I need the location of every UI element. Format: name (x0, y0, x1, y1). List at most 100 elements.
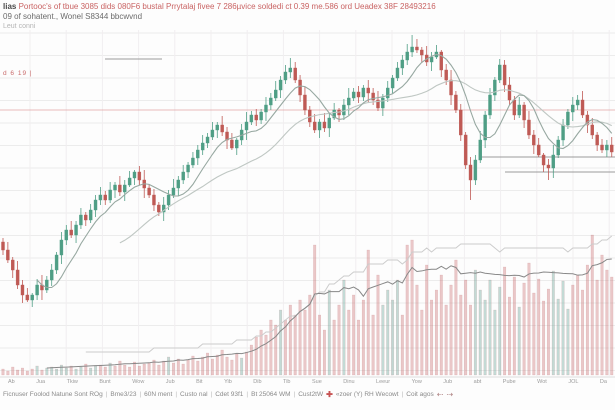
volume-bar (590, 234, 594, 376)
candle-body (459, 109, 463, 136)
footer-separator: | (139, 391, 142, 398)
volume-bar (220, 349, 224, 376)
x-axis-tick-label: Bunt (99, 379, 111, 385)
candle-body (395, 67, 400, 79)
volume-bar (108, 362, 112, 376)
volume-bar (595, 279, 599, 376)
volume-bar (434, 289, 438, 376)
volume-bar (405, 244, 409, 376)
candle-body (166, 194, 171, 206)
candle-body (79, 214, 83, 226)
footer-status-item: Cust2tW (298, 391, 324, 398)
volume-bar (469, 304, 472, 376)
candle-body (54, 254, 59, 271)
volume-bar (585, 264, 589, 376)
volume-bar (566, 308, 570, 376)
candle-body (45, 279, 49, 291)
footer-zoom-label[interactable]: «zoer (Y) RH Wecowt (335, 391, 399, 398)
volume-bar (210, 358, 214, 376)
volume-bar (6, 370, 10, 376)
candle-body (118, 184, 122, 193)
candle-body (74, 224, 78, 236)
x-axis-tick-label: Ab (8, 379, 15, 385)
volume-bar (318, 314, 321, 376)
candle-body (551, 154, 556, 169)
volume-bar (40, 369, 44, 376)
volume-bar (386, 289, 390, 376)
candle-body (488, 94, 492, 116)
volume-bar (459, 294, 463, 376)
volume-bar (400, 314, 404, 376)
footer-status-item: 60N ment (144, 391, 173, 398)
candle-body (269, 97, 273, 106)
zoom-plus-icon[interactable]: ✚ (326, 390, 333, 399)
volume-bar (118, 360, 122, 376)
candle-body (30, 294, 34, 301)
volume-bar (142, 363, 146, 376)
volume-bar (381, 304, 385, 376)
candle-body (59, 239, 64, 256)
volume-bar (449, 284, 453, 376)
footer-separator: | (105, 391, 108, 398)
candle-body (249, 114, 254, 123)
candle-body (147, 187, 151, 196)
volume-bar (303, 309, 307, 376)
chart-subtitle: 09 of sohatent., Wonel S8344 bbcwvnd (3, 12, 143, 21)
volume-bar (25, 370, 29, 376)
volume-bar (391, 299, 395, 376)
volume-bar (512, 276, 516, 376)
volume-bar (551, 270, 555, 376)
candle-body (468, 164, 473, 181)
footer-separator: | (401, 391, 404, 398)
volume-bar (571, 284, 575, 376)
volume-bar (488, 279, 492, 376)
volume-bar (16, 369, 20, 376)
candle-body (11, 259, 15, 271)
volume-bar (546, 288, 550, 376)
candle-body (376, 99, 380, 109)
volume-bar (415, 284, 419, 376)
volume-bar (201, 356, 205, 376)
candle-body (132, 171, 137, 179)
page-prev-icon[interactable]: ⇠ (436, 390, 444, 399)
candle-body (507, 84, 512, 101)
volume-bar (473, 269, 477, 376)
volume-bar (581, 289, 584, 376)
candle-body (327, 117, 331, 129)
candle-body (356, 91, 361, 98)
chart-title-text: Portooc's of tbue 3085 dids 080F6 bustal… (18, 2, 436, 11)
volume-bar (556, 298, 560, 376)
volume-bar (425, 264, 429, 376)
page-next-icon[interactable]: ⇢ (446, 390, 454, 399)
candle-body (502, 64, 507, 86)
candle-body (215, 124, 219, 131)
candle-body (152, 194, 156, 206)
volume-bar (235, 353, 239, 376)
chart-title-symbol: lias (3, 2, 17, 11)
candle-body (386, 87, 390, 99)
volume-bar (69, 365, 73, 376)
candle-body (415, 46, 419, 51)
volume-bar (45, 367, 49, 376)
x-axis-tick-label: Tkiw (66, 379, 78, 385)
candle-body (274, 89, 278, 99)
volume-bar (313, 244, 317, 376)
candle-body (347, 97, 351, 106)
volume-bar (503, 266, 507, 376)
candle-body (93, 199, 98, 211)
candle-body (498, 64, 502, 81)
x-axis-tick-label: Leeur (376, 379, 391, 385)
candle-body (566, 111, 570, 126)
volume-bar (337, 304, 341, 376)
candle-body (264, 104, 268, 113)
candle-body (527, 119, 531, 136)
x-axis-tick-label: Yib (224, 379, 232, 385)
x-axis-tick-label: Jub (165, 379, 175, 385)
candle-body (454, 94, 458, 111)
candle-body (610, 144, 614, 153)
volume-bar (274, 324, 278, 376)
candle-body (1, 241, 5, 251)
candle-body (191, 157, 195, 166)
candle-body (580, 99, 585, 116)
